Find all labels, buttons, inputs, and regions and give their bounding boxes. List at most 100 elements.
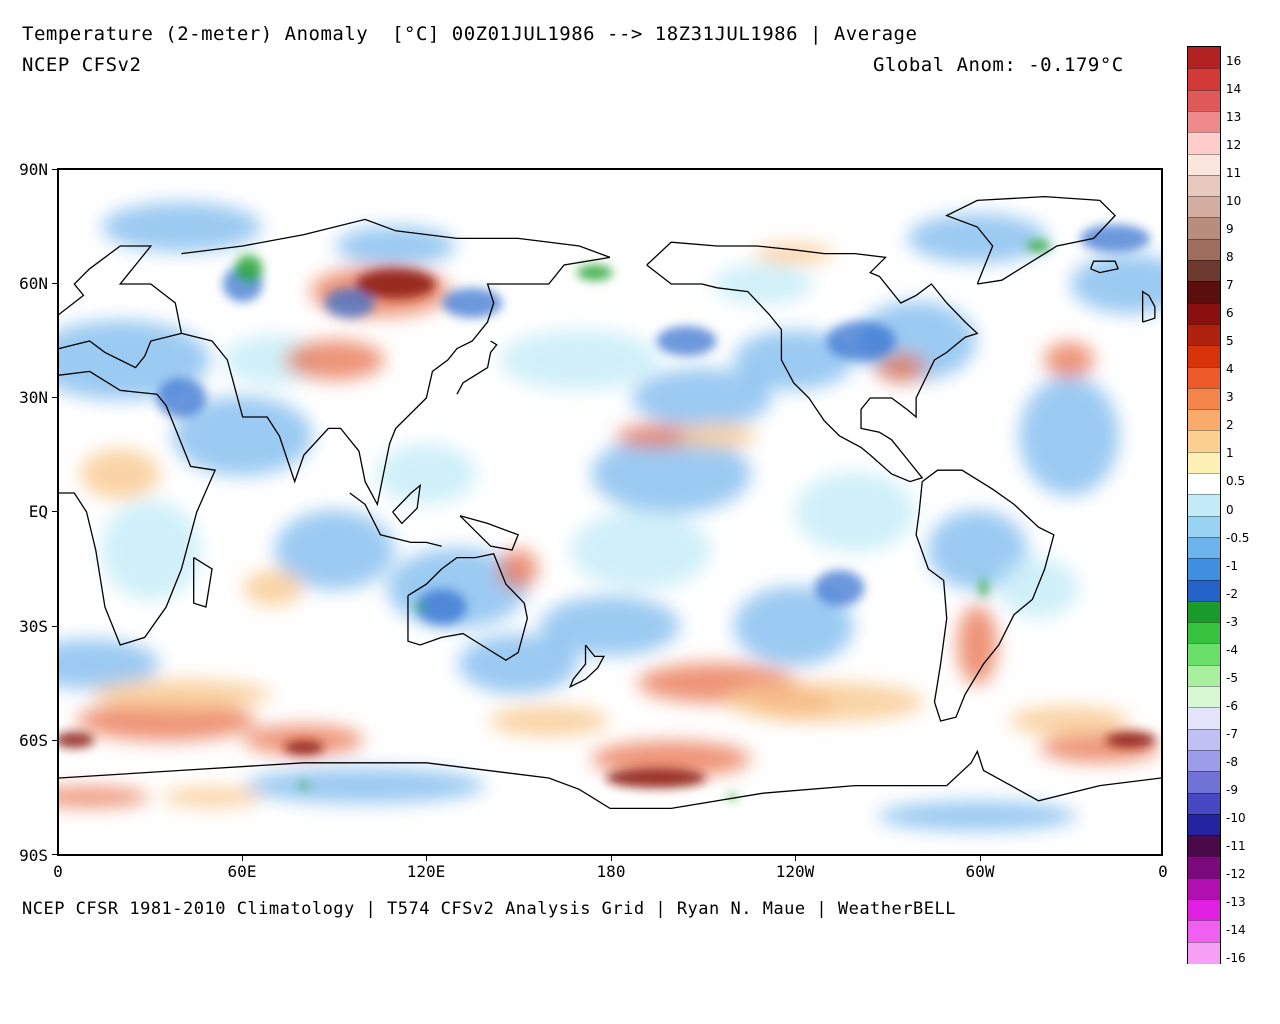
lon-tick — [795, 855, 796, 861]
color-scale-divider — [1188, 238, 1220, 240]
color-scale-label: -1 — [1226, 558, 1238, 573]
color-scale-divider — [1188, 387, 1220, 389]
anomaly-patch — [284, 340, 385, 380]
color-scale-swatch — [1188, 387, 1220, 410]
anomaly-patch — [794, 472, 915, 552]
color-scale-label: -7 — [1226, 726, 1238, 741]
anomaly-patch — [172, 396, 313, 476]
color-scale-divider — [1188, 686, 1220, 688]
lat-label-60s: 60S — [19, 731, 48, 750]
anomaly-field — [59, 170, 1161, 854]
anomaly-patch — [998, 558, 1079, 618]
lat-label-90n: 90N — [19, 160, 48, 179]
lat-label-30s: 30S — [19, 617, 48, 636]
lat-label-eq: EQ — [28, 502, 48, 521]
anomaly-patch — [724, 682, 925, 722]
map-credits: NCEP CFSR 1981-2010 Climatology | T574 C… — [22, 899, 956, 919]
color-scale-divider — [1188, 600, 1220, 602]
anomaly-patch — [1044, 342, 1095, 378]
color-scale-swatch — [1188, 110, 1220, 133]
lat-label-60n: 60N — [19, 274, 48, 293]
coastline — [456, 340, 498, 395]
anomaly-patch — [826, 321, 897, 361]
color-scale-divider — [1188, 579, 1220, 581]
coastline — [59, 749, 1161, 810]
anomaly-patch — [570, 510, 711, 590]
color-scale-divider — [1188, 89, 1220, 91]
color-scale-swatch — [1188, 558, 1220, 581]
color-scale-swatch — [1188, 451, 1220, 474]
color-scale-label: -0.5 — [1226, 530, 1250, 545]
anomaly-patch — [733, 586, 854, 666]
color-scale-label: 13 — [1226, 110, 1242, 125]
color-scale-divider — [1188, 813, 1220, 815]
color-scale-divider — [1188, 345, 1220, 347]
anomaly-patch — [814, 570, 865, 606]
color-scale-swatch — [1188, 771, 1220, 794]
color-scale-label: 9 — [1226, 222, 1234, 237]
color-scale-swatch — [1188, 813, 1220, 836]
color-scale-label: -13 — [1226, 894, 1246, 909]
color-scale-swatch — [1188, 174, 1220, 197]
color-scale-label: 3 — [1226, 390, 1234, 405]
coastline — [181, 256, 611, 507]
color-scale-divider — [1188, 302, 1220, 304]
color-scale-label: -3 — [1226, 614, 1238, 629]
color-scale-divider — [1188, 728, 1220, 730]
color-scale-swatch — [1188, 856, 1220, 879]
coastline — [1089, 260, 1120, 274]
color-scale-divider — [1188, 771, 1220, 773]
anomaly-patch — [1009, 706, 1130, 736]
anomaly-patch — [677, 424, 758, 448]
coastline — [1141, 290, 1156, 323]
color-scale-label: 7 — [1226, 278, 1234, 293]
color-scale-divider — [1188, 451, 1220, 453]
anomaly-patch — [162, 787, 263, 807]
anomaly-patch — [591, 434, 752, 514]
color-scale-label: 10 — [1226, 194, 1242, 209]
anomaly-patch — [80, 449, 161, 499]
color-scale-swatch — [1188, 217, 1220, 240]
anomaly-patch — [1080, 224, 1151, 253]
color-scale-swatch — [1188, 643, 1220, 666]
color-scale-swatch — [1188, 749, 1220, 772]
color-scale-swatch — [1188, 409, 1220, 432]
anomaly-patch — [243, 725, 364, 755]
color-scale-swatch — [1188, 366, 1220, 389]
lat-label-30n: 30N — [19, 388, 48, 407]
anomaly-patch — [283, 740, 324, 755]
color-scale-divider — [1188, 260, 1220, 262]
color-scale-swatch — [1188, 494, 1220, 517]
anomaly-patch — [733, 330, 854, 390]
anomaly-patch — [499, 330, 660, 390]
lon-label-0: 0 — [53, 862, 63, 881]
anomaly-patch — [1070, 254, 1161, 314]
color-scale-swatch — [1188, 260, 1220, 282]
color-scale-swatch — [1188, 792, 1220, 815]
anomaly-patch — [101, 202, 262, 252]
color-scale-divider — [1188, 899, 1220, 901]
color-scale-divider — [1188, 494, 1220, 496]
global-anomaly: Global Anom: -0.179°C — [873, 54, 1124, 76]
lon-tick — [242, 855, 243, 861]
anomaly-patch — [91, 679, 272, 710]
anomaly-patch — [376, 444, 477, 504]
color-scale-swatch — [1188, 238, 1220, 261]
anomaly-patch — [1026, 240, 1051, 252]
color-scale-label: 0 — [1226, 502, 1234, 517]
color-scale-swatch — [1188, 302, 1220, 325]
color-scale-swatch — [1188, 664, 1220, 687]
coastline — [349, 492, 442, 547]
color-scale-label: 0.5 — [1226, 474, 1246, 489]
color-scale-divider — [1188, 835, 1220, 837]
color-scale-label: -14 — [1226, 922, 1246, 937]
color-scale-divider — [1188, 536, 1220, 538]
color-scale-swatch — [1188, 89, 1220, 112]
anomaly-patch — [753, 243, 834, 264]
color-scale-label: -8 — [1226, 754, 1238, 769]
color-scale-swatch — [1188, 899, 1220, 921]
lat-tick — [52, 854, 58, 855]
color-scale-label: 6 — [1226, 306, 1234, 321]
color-scale-swatch — [1188, 515, 1220, 538]
color-scale-label: -9 — [1226, 782, 1238, 797]
